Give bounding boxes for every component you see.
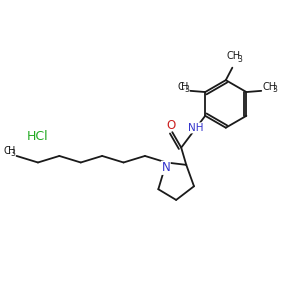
Text: C: C — [177, 82, 184, 92]
Text: C: C — [4, 146, 11, 156]
Text: 3: 3 — [272, 85, 277, 94]
Text: HCl: HCl — [27, 130, 48, 143]
Text: CH: CH — [262, 82, 276, 92]
Text: N: N — [161, 161, 170, 174]
Text: H: H — [8, 146, 15, 156]
Text: O: O — [166, 119, 176, 132]
Text: 3: 3 — [11, 149, 15, 158]
Text: 3: 3 — [238, 55, 242, 64]
Text: CH: CH — [226, 51, 240, 61]
Text: H: H — [182, 82, 189, 92]
Text: NH: NH — [188, 123, 204, 133]
Text: 3: 3 — [184, 85, 189, 94]
